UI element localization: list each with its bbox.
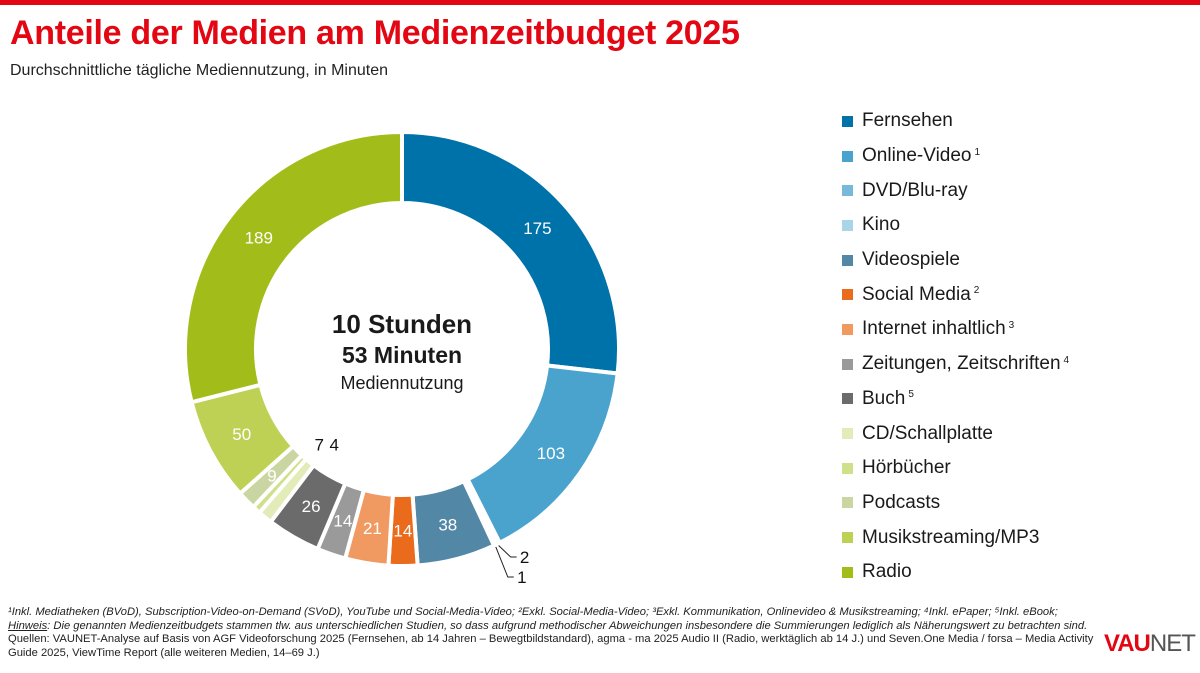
legend-label: Zeitungen, Zeitschriften bbox=[862, 353, 1061, 375]
center-total: 10 Stunden 53 Minuten Mediennutzung bbox=[262, 308, 542, 396]
legend-label: Radio bbox=[862, 561, 912, 583]
total-caption: Mediennutzung bbox=[340, 373, 464, 393]
legend-item: Videospiele bbox=[842, 243, 1069, 278]
data-label: 189 bbox=[245, 229, 273, 248]
legend-swatch bbox=[842, 254, 853, 266]
top-bar bbox=[0, 0, 1200, 5]
legend-item: DVD/Blu-ray bbox=[842, 173, 1069, 208]
data-label: 4 bbox=[329, 435, 338, 454]
legend-swatch bbox=[842, 566, 853, 578]
hinweis-label: Hinweis bbox=[8, 619, 48, 632]
legend-item: Kino bbox=[842, 208, 1069, 243]
legend-swatch bbox=[842, 393, 853, 405]
legend-item: Musikstreaming/MP3 bbox=[842, 520, 1069, 555]
legend-label: CD/Schallplatte bbox=[862, 422, 993, 444]
total-hours: 10 Stunden bbox=[331, 309, 473, 339]
data-label: 14 bbox=[333, 512, 352, 531]
data-label: 103 bbox=[537, 444, 565, 463]
hinweis-text: : Die genannten Medienzeitbudgets stamme… bbox=[47, 619, 1088, 632]
legend-label: Internet inhaltlich bbox=[862, 318, 1006, 340]
legend-item: CD/Schallplatte bbox=[842, 416, 1069, 451]
data-label: 38 bbox=[438, 516, 457, 535]
legend-label: Social Media bbox=[862, 283, 971, 305]
legend-item: Radio bbox=[842, 555, 1069, 590]
legend-label: DVD/Blu-ray bbox=[862, 179, 968, 201]
legend-swatch bbox=[842, 497, 853, 509]
data-label: 50 bbox=[232, 425, 251, 444]
total-minutes: 53 Minuten bbox=[341, 342, 463, 368]
footnote-mark: 5 bbox=[908, 389, 914, 401]
legend-swatch bbox=[842, 219, 853, 231]
legend-item: Podcasts bbox=[842, 486, 1069, 521]
data-label: 1 bbox=[517, 568, 526, 587]
legend-swatch bbox=[842, 428, 853, 440]
footnote-mark: 2 bbox=[973, 285, 980, 297]
footnote-definitions: ¹Inkl. Mediatheken (BVoD), Subscription-… bbox=[8, 606, 1058, 618]
leader-line bbox=[498, 545, 517, 558]
slice-fernsehen bbox=[400, 129, 621, 376]
leader-line bbox=[495, 546, 514, 578]
footnote-mark: 3 bbox=[1008, 319, 1015, 331]
legend-label: Musikstreaming/MP3 bbox=[862, 526, 1040, 548]
legend-label: Buch bbox=[862, 387, 906, 409]
legend-label: Fernsehen bbox=[862, 110, 953, 132]
page-title: Anteile der Medien am Medienzeitbudget 2… bbox=[10, 14, 740, 52]
legend-label: Online-Video bbox=[862, 145, 972, 167]
legend-item: Internet inhaltlich 3 bbox=[842, 312, 1069, 347]
legend-swatch bbox=[842, 289, 853, 301]
data-label: 14 bbox=[393, 521, 412, 540]
legend-swatch bbox=[842, 323, 853, 335]
legend-label: Podcasts bbox=[862, 491, 941, 513]
legend-item: Online-Video 1 bbox=[842, 139, 1069, 174]
legend-swatch bbox=[842, 115, 853, 127]
footnotes: ¹Inkl. Mediatheken (BVoD), Subscription-… bbox=[8, 606, 1098, 660]
legend: Fernsehen Online-Video 1 DVD/Blu-ray Kino Vid… bbox=[842, 104, 1069, 590]
legend-label: Hörbücher bbox=[862, 457, 951, 479]
donut-chart: 175 103 21 38 14 21 14 26 7 4 9 50 189 bbox=[183, 129, 621, 587]
legend-swatch bbox=[842, 462, 853, 474]
data-label: 2 bbox=[520, 548, 529, 567]
legend-label: Kino bbox=[862, 214, 901, 236]
legend-item: Zeitungen, Zeitschriften 4 bbox=[842, 347, 1069, 382]
logo-part2: NET bbox=[1149, 630, 1196, 657]
legend-item: Fernsehen bbox=[842, 104, 1069, 139]
data-label: 175 bbox=[523, 219, 551, 238]
data-label: 26 bbox=[302, 497, 321, 516]
legend-swatch bbox=[842, 358, 853, 370]
data-label: 7 bbox=[314, 435, 323, 454]
legend-swatch bbox=[842, 185, 853, 197]
slice-radio bbox=[183, 129, 404, 405]
data-label: 9 bbox=[267, 467, 276, 486]
data-label: 21 bbox=[363, 519, 382, 538]
legend-swatch bbox=[842, 532, 853, 544]
legend-item: Hörbücher bbox=[842, 451, 1069, 486]
footnote-mark: 1 bbox=[974, 146, 981, 158]
legend-item: Buch 5 bbox=[842, 382, 1069, 417]
vaunet-logo: VAUNET bbox=[1104, 630, 1196, 658]
legend-label: Videospiele bbox=[862, 249, 960, 271]
logo-part1: VAU bbox=[1104, 630, 1151, 657]
subtitle: Durchschnittliche tägliche Mediennutzung… bbox=[10, 62, 388, 79]
legend-swatch bbox=[842, 150, 853, 162]
footnote-mark: 4 bbox=[1063, 354, 1070, 366]
legend-item: Social Media 2 bbox=[842, 277, 1069, 312]
sources: Quellen: VAUNET-Analyse auf Basis von AG… bbox=[8, 633, 1094, 659]
